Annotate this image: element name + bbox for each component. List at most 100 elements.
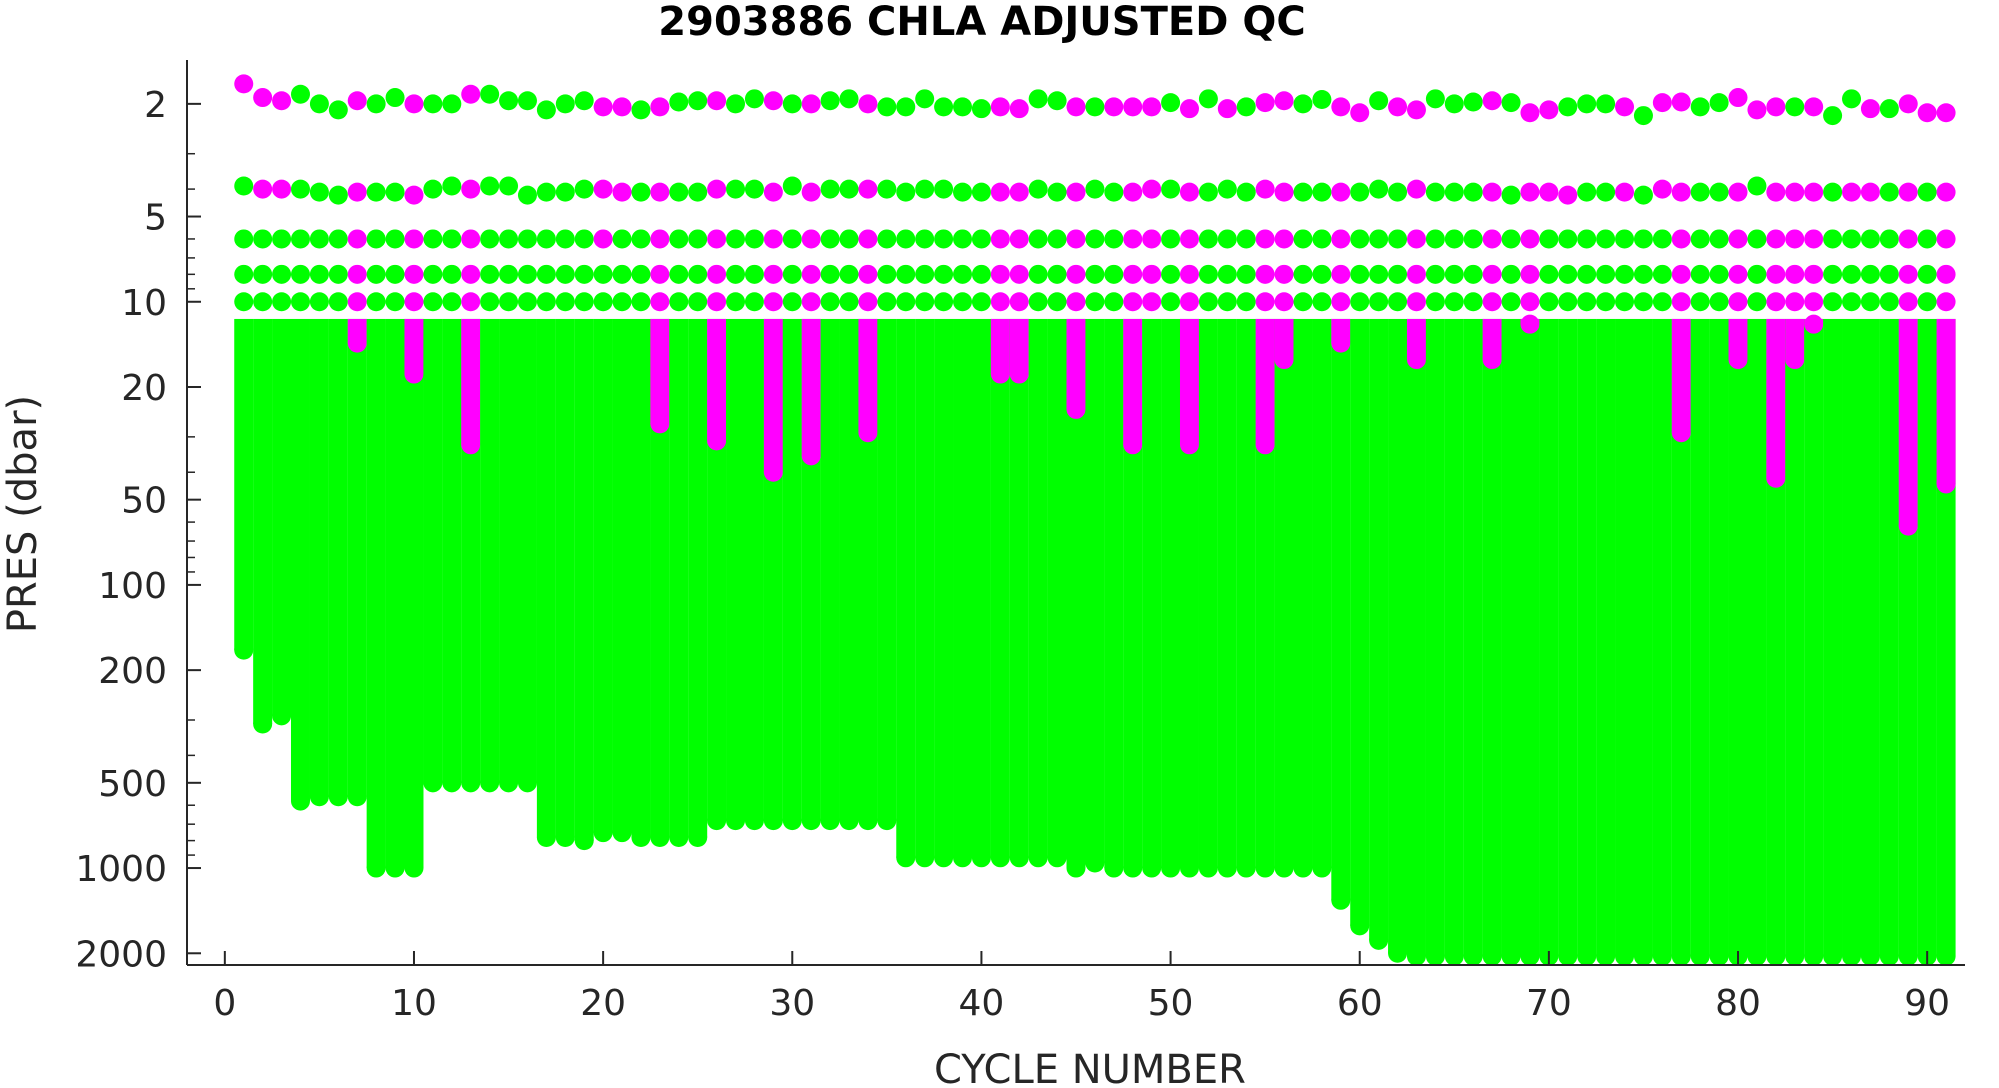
- profile-column: [1501, 318, 1521, 957]
- profile-column: [404, 318, 424, 869]
- data-point: [707, 229, 727, 249]
- data-point: [1879, 229, 1899, 249]
- data-point: [1198, 229, 1218, 249]
- profile-bottom-point: [1369, 930, 1389, 950]
- data-point: [1217, 179, 1237, 199]
- profile-bottom-point: [971, 848, 991, 868]
- y-tick-label: 20: [121, 368, 167, 409]
- profile-79: [1709, 93, 1729, 966]
- profile-43: [1028, 89, 1048, 868]
- profile-80: [1728, 88, 1748, 966]
- data-point: [1085, 229, 1105, 249]
- data-point: [1879, 292, 1899, 312]
- data-point: [763, 264, 783, 284]
- data-point: [1596, 94, 1616, 114]
- data-point: [1520, 229, 1540, 249]
- flagged-bottom-point: [1331, 333, 1351, 353]
- data-point: [1198, 264, 1218, 284]
- data-point: [1860, 264, 1880, 284]
- profile-column: [726, 318, 746, 821]
- data-point: [442, 94, 462, 114]
- data-point: [1161, 292, 1181, 312]
- data-point: [1255, 179, 1275, 199]
- data-point: [1520, 264, 1540, 284]
- data-point: [555, 182, 575, 202]
- data-point: [858, 179, 878, 199]
- data-point: [1823, 264, 1843, 284]
- x-tick-label: 60: [1337, 983, 1383, 1024]
- profile-65: [1444, 94, 1464, 966]
- profile-bottom-point: [480, 773, 500, 793]
- profile-bottom-point: [1558, 946, 1578, 966]
- data-point: [1804, 292, 1824, 312]
- data-point: [896, 264, 916, 284]
- profile-11: [423, 94, 443, 793]
- profile-32: [820, 91, 840, 831]
- data-point: [1709, 182, 1729, 202]
- data-point: [1350, 264, 1370, 284]
- profile-bottom-point: [1406, 946, 1426, 966]
- data-point: [1463, 92, 1483, 112]
- profile-column: [953, 318, 973, 858]
- data-point: [1066, 97, 1086, 117]
- flagged-segment: [1179, 318, 1199, 445]
- data-point: [536, 182, 556, 202]
- data-point: [650, 182, 670, 202]
- profile-column: [1482, 318, 1502, 957]
- flagged-bottom-point: [1804, 314, 1824, 334]
- data-point: [1633, 229, 1653, 249]
- data-point: [1860, 229, 1880, 249]
- data-point: [1917, 292, 1937, 312]
- profile-70: [1539, 100, 1559, 966]
- data-point: [801, 94, 821, 114]
- data-point: [839, 89, 859, 109]
- profile-column: [1671, 318, 1691, 957]
- profile-column: [272, 318, 292, 716]
- profile-bottom-point: [1879, 946, 1899, 966]
- data-point: [953, 292, 973, 312]
- data-point: [1879, 99, 1899, 119]
- data-point: [347, 182, 367, 202]
- data-point: [1179, 264, 1199, 284]
- data-point: [347, 292, 367, 312]
- x-tick-label: 30: [769, 983, 815, 1024]
- data-point: [1520, 103, 1540, 123]
- data-point: [1690, 97, 1710, 117]
- profile-bottom-point: [1198, 858, 1218, 878]
- flagged-bottom-point: [990, 364, 1010, 384]
- profile-column: [990, 318, 1010, 858]
- flagged-bottom-point: [347, 333, 367, 353]
- profile-column: [1842, 318, 1862, 957]
- data-point: [1671, 292, 1691, 312]
- profile-bottom-point: [499, 773, 519, 793]
- profile-49: [1142, 97, 1162, 878]
- data-point: [536, 264, 556, 284]
- data-point: [1274, 91, 1294, 111]
- data-point: [1520, 292, 1540, 312]
- data-point: [1501, 93, 1521, 113]
- profile-bottom-point: [574, 831, 594, 851]
- data-point: [1255, 292, 1275, 312]
- x-tick-label: 40: [959, 983, 1005, 1024]
- data-point: [744, 179, 764, 199]
- profile-54: [1236, 97, 1256, 878]
- flagged-bottom-point: [1936, 474, 1956, 494]
- flagged-bottom-point: [1785, 350, 1805, 370]
- data-point: [839, 229, 859, 249]
- data-point: [801, 229, 821, 249]
- data-point: [801, 182, 821, 202]
- data-point: [272, 264, 292, 284]
- data-point: [1615, 97, 1635, 117]
- profile-44: [1047, 91, 1067, 868]
- data-point: [423, 292, 443, 312]
- data-point: [574, 229, 594, 249]
- data-point: [631, 100, 651, 120]
- data-point: [726, 179, 746, 199]
- data-point: [1558, 185, 1578, 205]
- data-point: [517, 292, 537, 312]
- profile-bottom-point: [1331, 890, 1351, 910]
- profile-column: [1217, 318, 1237, 869]
- profile-16: [517, 91, 537, 793]
- data-point: [1312, 229, 1332, 249]
- data-point: [1766, 229, 1786, 249]
